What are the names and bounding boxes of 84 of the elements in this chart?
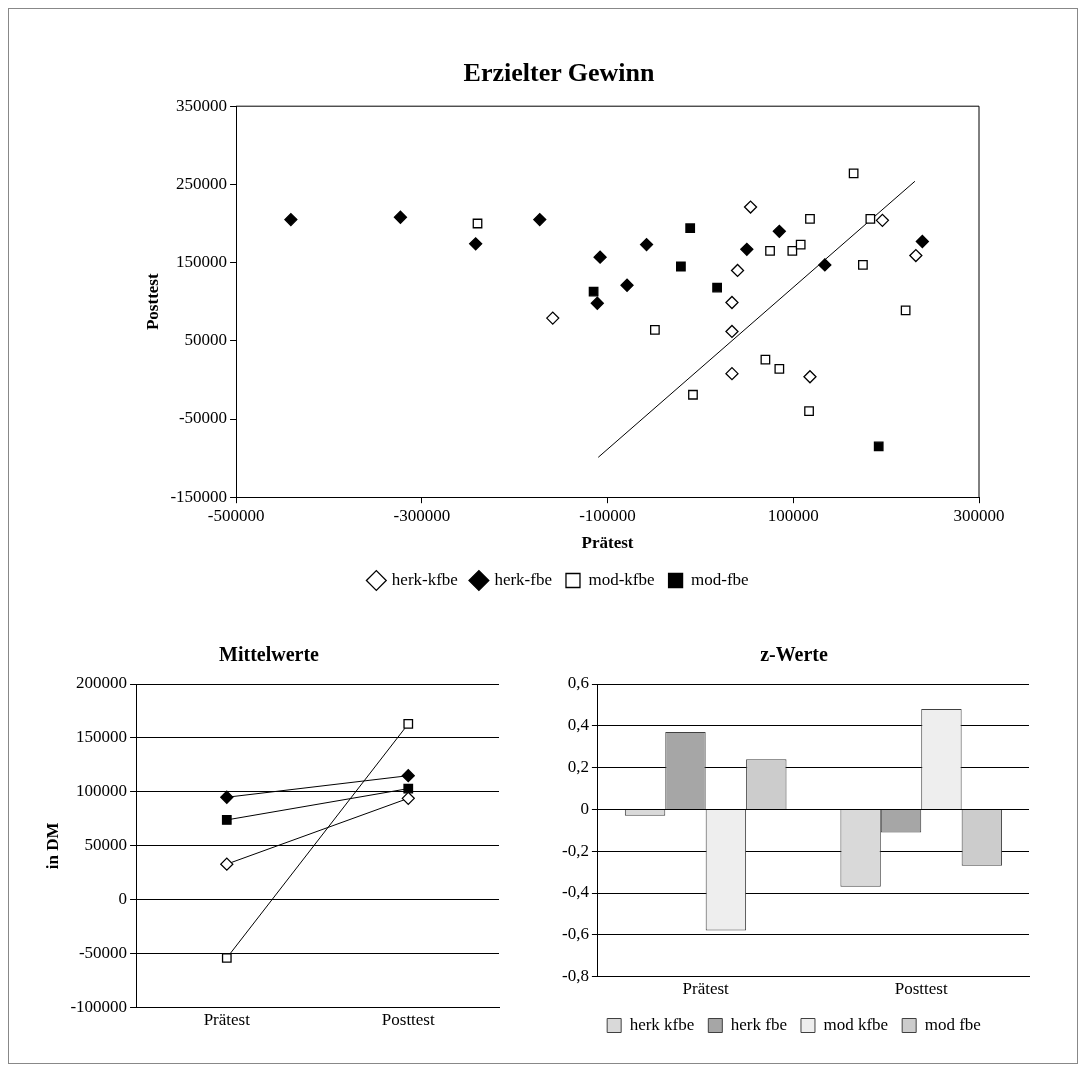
- point: [795, 239, 806, 250]
- point: [915, 234, 929, 249]
- point: [401, 769, 415, 783]
- legend-label: mod-fbe: [691, 569, 749, 589]
- point: [848, 168, 859, 179]
- chart-title: Erzielter Gewinn: [463, 58, 655, 88]
- point: [688, 389, 698, 400]
- x-axis-title: Prätest: [581, 533, 634, 553]
- point: [803, 370, 817, 384]
- x-tick-label: 100000: [767, 505, 819, 525]
- point: [401, 791, 415, 805]
- y-tick-label: 0,2: [567, 757, 589, 777]
- y-tick-label: 350000: [176, 95, 228, 115]
- y-tick-label: -0,2: [561, 840, 589, 860]
- y-tick-label: 0: [118, 889, 128, 909]
- point: [593, 250, 607, 264]
- point: [909, 248, 923, 263]
- point: [858, 260, 868, 270]
- point: [620, 278, 634, 292]
- y-tick-label: -50000: [78, 943, 128, 963]
- y-tick-label: 200000: [76, 673, 128, 693]
- y-axis-title: Posttest: [142, 273, 162, 331]
- point: [546, 311, 560, 325]
- chart-title: z-Werte: [760, 643, 828, 666]
- point: [743, 200, 758, 214]
- legend-label: herk-kfbe: [391, 569, 458, 589]
- legend-label: mod fbe: [924, 1014, 981, 1034]
- y-tick-label: -0,6: [561, 924, 589, 944]
- point: [730, 263, 745, 278]
- point: [865, 213, 876, 224]
- y-tick-label: 100000: [76, 781, 128, 801]
- x-tick-label: 300000: [953, 505, 1005, 525]
- y-tick-label: 150000: [176, 252, 228, 272]
- point: [685, 223, 696, 234]
- point: [712, 282, 723, 293]
- point: [469, 237, 483, 251]
- point: [220, 857, 234, 871]
- point: [875, 213, 890, 228]
- y-tick-label: -50000: [178, 408, 228, 428]
- y-tick-label: 250000: [176, 173, 228, 193]
- y-axis-title: in DM: [42, 822, 62, 870]
- point: [740, 242, 754, 256]
- point: [533, 212, 547, 227]
- legend-label: herk-fbe: [494, 569, 552, 589]
- point: [818, 258, 832, 272]
- chart-title: Mittelwerte: [219, 643, 320, 666]
- point: [650, 324, 660, 335]
- point: [676, 261, 686, 272]
- y-tick-label: 0: [580, 798, 589, 818]
- legend-label: mod-kfbe: [588, 569, 655, 589]
- y-tick-label: -0,8: [561, 966, 589, 986]
- point: [787, 245, 798, 256]
- point: [639, 237, 654, 252]
- x-tick-label: -500000: [207, 505, 265, 525]
- point: [805, 213, 815, 224]
- y-tick-label: 0,6: [567, 673, 589, 693]
- point: [590, 296, 604, 310]
- point: [725, 366, 739, 381]
- y-tick-label: 0,4: [567, 715, 590, 735]
- point: [765, 245, 775, 256]
- point: [900, 305, 911, 316]
- y-tick-label: -150000: [170, 486, 228, 506]
- legend-label: mod kfbe: [823, 1014, 889, 1034]
- point: [403, 783, 414, 794]
- point: [393, 210, 408, 224]
- y-tick-label: 150000: [76, 727, 128, 747]
- point: [873, 441, 884, 452]
- y-tick-label: -0,4: [561, 882, 590, 902]
- x-tick-label: -300000: [393, 505, 451, 525]
- point: [284, 212, 298, 227]
- point: [221, 953, 232, 963]
- point: [804, 406, 814, 417]
- y-tick-label: 50000: [184, 330, 228, 350]
- point: [220, 790, 234, 804]
- point: [403, 719, 414, 729]
- y-tick-label: 50000: [84, 835, 128, 855]
- point: [221, 815, 232, 825]
- point: [774, 364, 785, 374]
- point: [725, 295, 739, 310]
- point: [725, 324, 739, 339]
- point: [772, 224, 786, 238]
- legend-label: herk fbe: [730, 1014, 787, 1034]
- y-tick-label: -100000: [70, 997, 128, 1017]
- legend-label: herk kfbe: [629, 1014, 695, 1034]
